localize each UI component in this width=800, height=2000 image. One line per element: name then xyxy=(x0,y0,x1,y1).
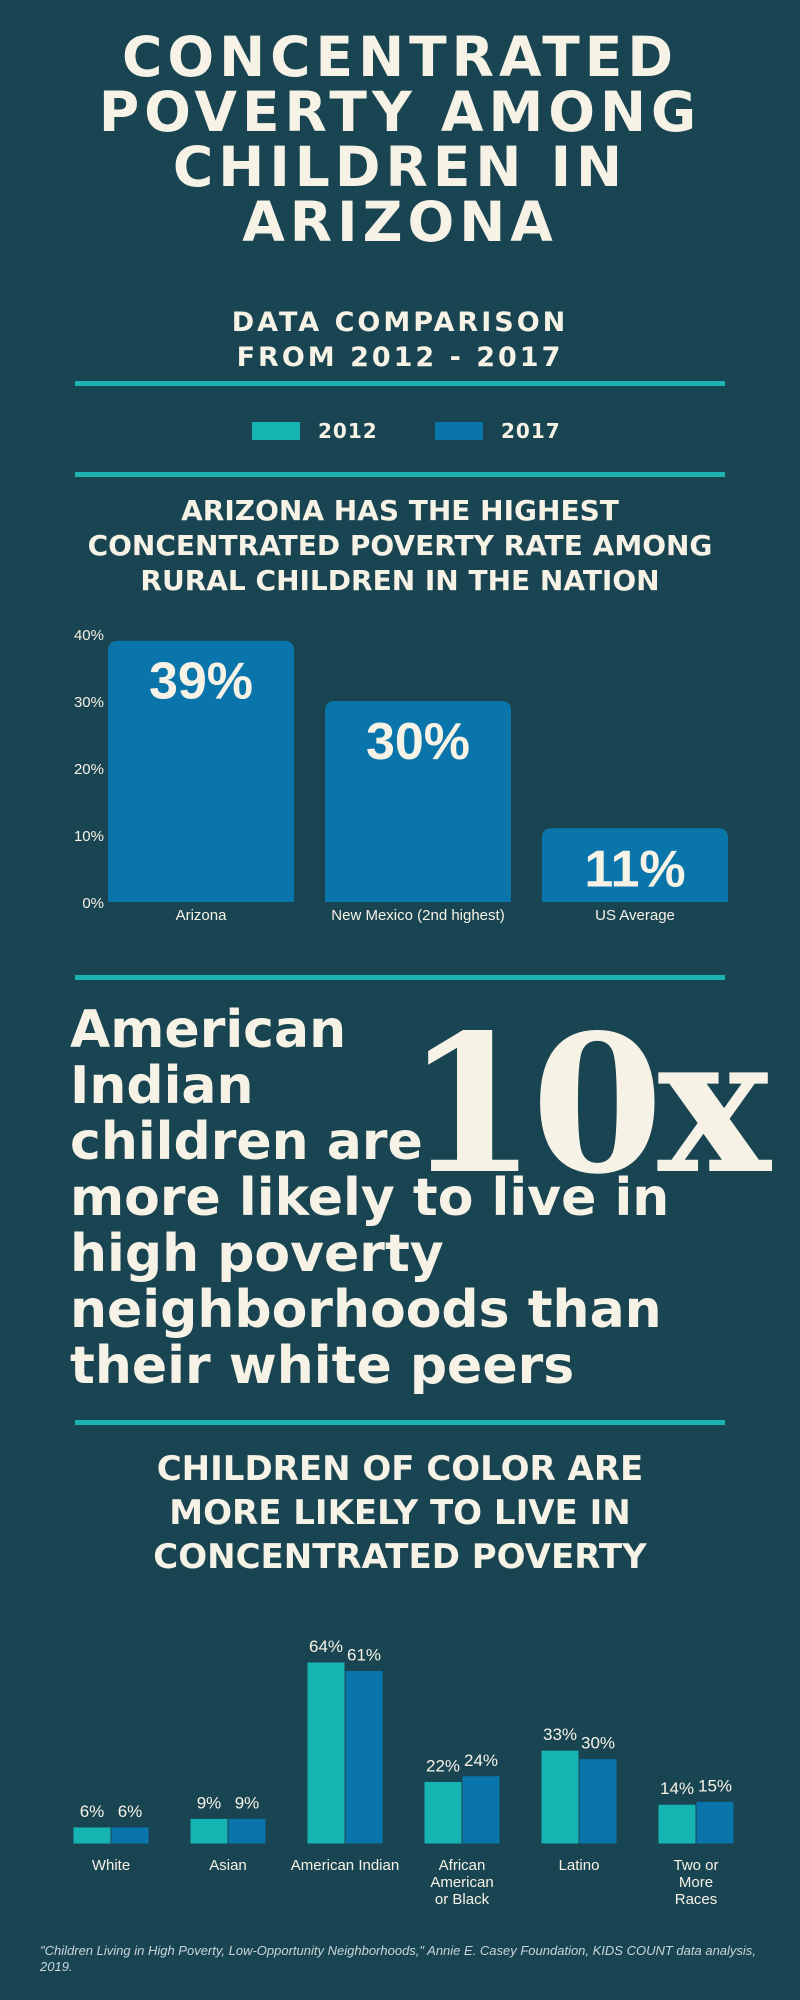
bar-value-label: 11% xyxy=(584,840,685,898)
legend-swatch-2012 xyxy=(252,422,300,440)
divider xyxy=(75,381,725,386)
page-title: CONCENTRATED POVERTY AMONG CHILDREN IN A… xyxy=(40,30,760,250)
x-tick-label: Two or xyxy=(673,1857,718,1874)
x-tick-label: US Average xyxy=(595,907,675,924)
x-tick-label: African xyxy=(439,1857,486,1874)
callout-line: American xyxy=(70,1000,347,1060)
bar-value-label: 15% xyxy=(698,1776,732,1795)
legend-item-2017: 2017 xyxy=(435,419,561,443)
legend-item-2012: 2012 xyxy=(252,419,378,443)
bar-value-label: 30% xyxy=(581,1734,615,1753)
bar-value-label: 9% xyxy=(235,1793,260,1812)
bar-2012 xyxy=(657,1803,697,1845)
rural-poverty-bar-chart: 0% 10% 20% 30% 40% 39% Arizona 30% New Mexico (2… xyxy=(74,627,728,924)
heading-line: MORE LIKELY TO LIVE IN xyxy=(169,1493,631,1533)
bar-2012 xyxy=(189,1817,229,1845)
bar-value-label: 30% xyxy=(366,713,470,771)
bar-2017 xyxy=(578,1758,618,1845)
x-tick-label: Arizona xyxy=(176,907,228,924)
bar-2012 xyxy=(72,1826,112,1845)
bar-value-label: 33% xyxy=(543,1725,577,1744)
x-tick-label: More xyxy=(679,1874,713,1891)
subtitle: DATA COMPARISON FROM 2012 - 2017 xyxy=(40,305,760,375)
bar xyxy=(108,640,294,902)
bar-value-label: 61% xyxy=(347,1646,381,1665)
y-tick-label: 10% xyxy=(74,828,104,845)
subtitle-line: DATA COMPARISON xyxy=(231,307,569,338)
bar-2017 xyxy=(461,1775,501,1845)
x-tick-label: Races xyxy=(675,1891,718,1908)
title-line: CONCENTRATED xyxy=(121,25,679,89)
legend-label: 2012 xyxy=(318,419,378,443)
heading-line: CONCENTRATED POVERTY xyxy=(153,1537,647,1577)
bar-value-label: 24% xyxy=(464,1751,498,1770)
callout-text: American Indian children are more likely… xyxy=(70,1002,669,1394)
bar-value-label: 6% xyxy=(118,1802,143,1821)
x-tick-label: White xyxy=(92,1857,130,1874)
bar-2017 xyxy=(344,1670,384,1845)
divider xyxy=(75,1420,725,1425)
source-note: "Children Living in High Poverty, Low-Op… xyxy=(40,1943,756,1974)
heading-line: RURAL CHILDREN IN THE NATION xyxy=(140,564,660,597)
callout-number: 10x xyxy=(405,993,771,1216)
callout-line: children are xyxy=(70,1112,423,1172)
x-tick-label: New Mexico (2nd highest) xyxy=(331,907,504,924)
divider xyxy=(75,472,725,477)
y-tick-label: 0% xyxy=(82,895,104,912)
x-tick-label: Asian xyxy=(209,1857,247,1874)
bar-value-label: 22% xyxy=(426,1756,460,1775)
heading-line: CONCENTRATED POVERTY RATE AMONG xyxy=(87,529,713,562)
bar-2017 xyxy=(227,1817,267,1845)
y-tick-label: 20% xyxy=(74,761,104,778)
title-line: POVERTY AMONG xyxy=(98,80,702,144)
legend-swatch-2017 xyxy=(435,422,483,440)
title-line: CHILDREN IN xyxy=(172,135,628,199)
bar xyxy=(325,701,511,902)
bar-2017 xyxy=(695,1800,735,1845)
heading-line: CHILDREN OF COLOR ARE xyxy=(156,1449,644,1489)
x-tick-label: American xyxy=(430,1874,493,1891)
title-line: ARIZONA xyxy=(242,190,558,254)
callout-line: Indian xyxy=(70,1056,254,1116)
divider xyxy=(75,975,725,980)
bar-2012 xyxy=(423,1780,463,1845)
legend-label: 2017 xyxy=(501,419,561,443)
section-heading-rural: ARIZONA HAS THE HIGHEST CONCENTRATED POV… xyxy=(40,493,760,598)
x-tick-label: or Black xyxy=(435,1891,490,1908)
subtitle-line: FROM 2012 - 2017 xyxy=(236,342,564,373)
bar-value-label: 9% xyxy=(197,1793,222,1812)
bar-2012 xyxy=(306,1661,346,1845)
y-tick-label: 30% xyxy=(74,694,104,711)
bar-2017 xyxy=(110,1826,150,1845)
race-poverty-bar-chart: 6% 6% White 9% 9% Asian 64% 61% American Indian 2… xyxy=(72,1637,735,1908)
bar-value-label: 14% xyxy=(660,1779,694,1798)
x-tick-label: American Indian xyxy=(291,1857,399,1874)
callout-line: neighborhoods than xyxy=(70,1280,662,1340)
bar xyxy=(542,828,728,902)
heading-line: ARIZONA HAS THE HIGHEST xyxy=(181,494,619,527)
x-tick-label: Latino xyxy=(559,1857,600,1874)
callout-line: more likely to live in xyxy=(70,1168,670,1228)
bar-value-label: 39% xyxy=(149,653,253,711)
bar-2012 xyxy=(540,1749,580,1845)
y-tick-label: 40% xyxy=(74,627,104,644)
bar-value-label: 64% xyxy=(309,1637,343,1656)
callout-line: high poverty xyxy=(70,1224,444,1284)
callout-line: their white peers xyxy=(70,1336,575,1396)
section-heading-race: CHILDREN OF COLOR ARE MORE LIKELY TO LIV… xyxy=(40,1447,760,1579)
bar-value-label: 6% xyxy=(80,1802,105,1821)
